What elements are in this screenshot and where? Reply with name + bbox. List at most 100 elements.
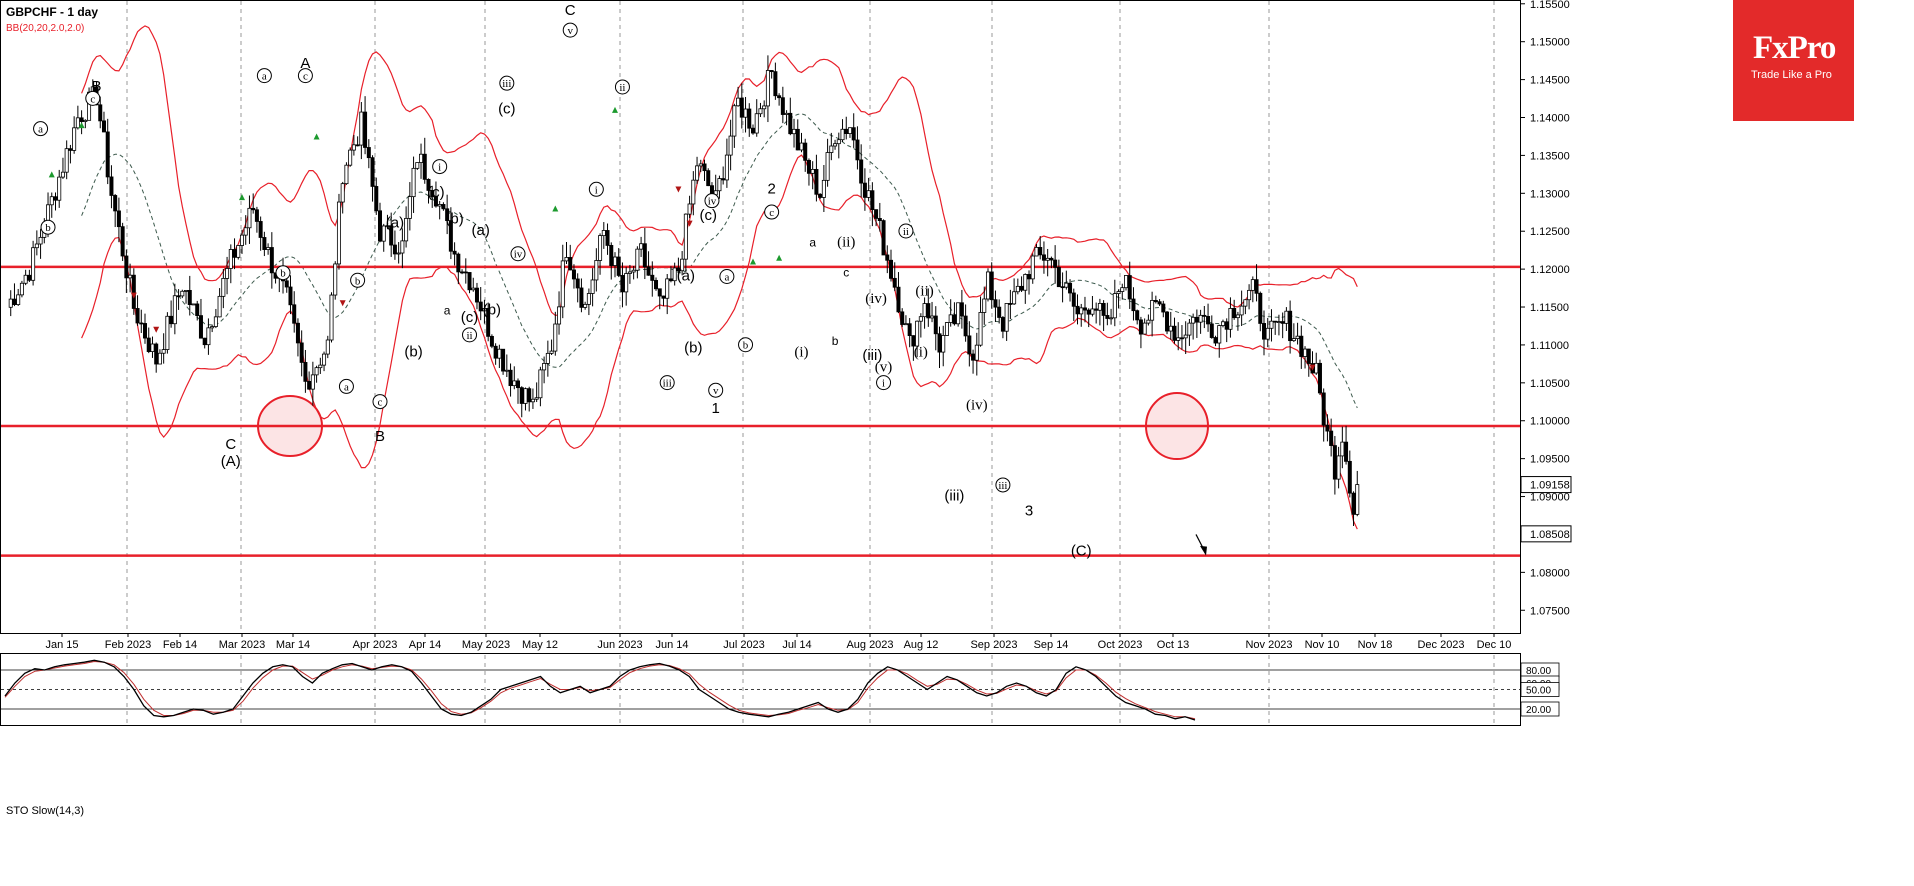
wave-label: (ii)	[837, 234, 855, 250]
wave-label: b	[832, 334, 839, 348]
candle-body	[1038, 246, 1043, 256]
wave-label: a	[256, 68, 272, 84]
candle-body	[471, 287, 476, 291]
wave-label: 3	[1025, 502, 1033, 519]
candle-body	[784, 112, 789, 115]
buy-arrow	[313, 133, 320, 140]
wave-label-text: i	[438, 162, 441, 174]
candle-body	[456, 253, 461, 273]
target-price-label-box	[1520, 525, 1572, 543]
time-tick-label: May 2023	[462, 639, 510, 651]
candle-body	[389, 225, 394, 246]
stochastic-main-line	[4, 659, 1196, 721]
candle-body	[777, 95, 782, 99]
wave-label-text: (a)	[677, 267, 695, 284]
wave-label-circle	[297, 68, 313, 84]
candle-body	[143, 323, 148, 339]
breakdown-ellipse	[1145, 392, 1209, 461]
candle-body	[1082, 307, 1087, 311]
candle-body	[1127, 275, 1132, 300]
candle-body	[325, 339, 330, 355]
wave-label: B	[375, 428, 385, 445]
wave-label-text: C	[225, 436, 236, 453]
candle-body	[310, 374, 315, 390]
candle-body	[616, 256, 621, 276]
candle-body	[1209, 323, 1214, 338]
candle-body	[150, 343, 155, 352]
wave-label-text: iii	[502, 78, 511, 90]
candle-body	[146, 337, 151, 352]
sell-arrow	[1309, 364, 1316, 371]
candle-body	[780, 97, 785, 115]
candle-body	[460, 271, 465, 274]
candle-body	[1034, 246, 1039, 257]
candle-body	[359, 111, 364, 146]
candle-body	[553, 323, 558, 352]
candle-body	[650, 274, 655, 281]
candle-body	[657, 288, 662, 297]
wave-label-text: (iv)	[865, 291, 887, 307]
candle-body	[377, 210, 382, 242]
candle-body	[303, 362, 308, 382]
candle-body	[728, 135, 733, 156]
wave-label: iii	[995, 477, 1011, 493]
candle-body	[299, 342, 304, 363]
candle-body	[411, 167, 416, 198]
wave-label: v	[708, 382, 724, 398]
candle-body	[978, 312, 983, 346]
candle-body	[288, 286, 293, 306]
candle-body	[527, 388, 532, 403]
wave-label-text: (a)	[386, 214, 404, 231]
candle-body	[1027, 274, 1032, 280]
candle-body	[564, 257, 569, 262]
candle-body	[982, 298, 987, 313]
wave-label: (v)	[875, 359, 893, 375]
candle-body	[396, 252, 401, 255]
wave-label-text: (iii)	[944, 487, 964, 504]
candle-body	[1198, 314, 1203, 323]
wave-label: b	[350, 272, 366, 288]
candle-body	[1146, 319, 1151, 324]
candle-body	[773, 71, 778, 97]
candle-body	[519, 387, 524, 404]
wave-label-text: A	[300, 55, 310, 72]
wave-label-circle	[510, 246, 526, 262]
time-tick-label: Sep 2023	[970, 639, 1017, 651]
wave-label: b	[275, 265, 291, 281]
logo-brand: FxPro	[1753, 30, 1836, 66]
wave-label: b	[40, 219, 56, 235]
buy-arrow	[48, 171, 55, 178]
candle-body	[695, 165, 700, 181]
candle-body	[1258, 292, 1263, 324]
candle-body	[1041, 254, 1046, 261]
oscillator-label: STO Slow(14,3)	[6, 805, 84, 817]
candle-body	[34, 243, 39, 249]
wave-label-text: (v)	[875, 359, 893, 375]
time-tick-label: Jun 2023	[597, 639, 642, 651]
candle-body	[1332, 445, 1337, 480]
candle-body	[1012, 291, 1017, 305]
wave-label-text: c	[90, 93, 95, 105]
osc-tick-label: 50.00	[1526, 686, 1551, 697]
candle-body	[340, 183, 345, 203]
candle-body	[467, 272, 472, 291]
wave-label-text: b	[355, 275, 361, 287]
candle-body	[72, 127, 77, 151]
candle-body	[1239, 305, 1244, 316]
wave-label: a	[809, 235, 816, 249]
candle-body	[478, 301, 483, 312]
candle-body	[922, 303, 927, 318]
candle-body	[105, 131, 110, 178]
candle-body	[295, 322, 300, 344]
target-price-label: 1.08508	[1530, 529, 1570, 541]
candle-body	[1179, 337, 1184, 340]
candle-body	[881, 220, 886, 256]
price-tick-label: 1.08000	[1530, 567, 1570, 579]
candle-body	[120, 226, 125, 257]
price-tick-label: 1.07500	[1530, 605, 1570, 617]
wave-label-circle	[614, 79, 630, 95]
candle-body	[1351, 492, 1356, 515]
wave-label: (c)	[461, 309, 479, 326]
wave-label: (a)	[386, 214, 404, 231]
candle-body	[993, 299, 998, 308]
